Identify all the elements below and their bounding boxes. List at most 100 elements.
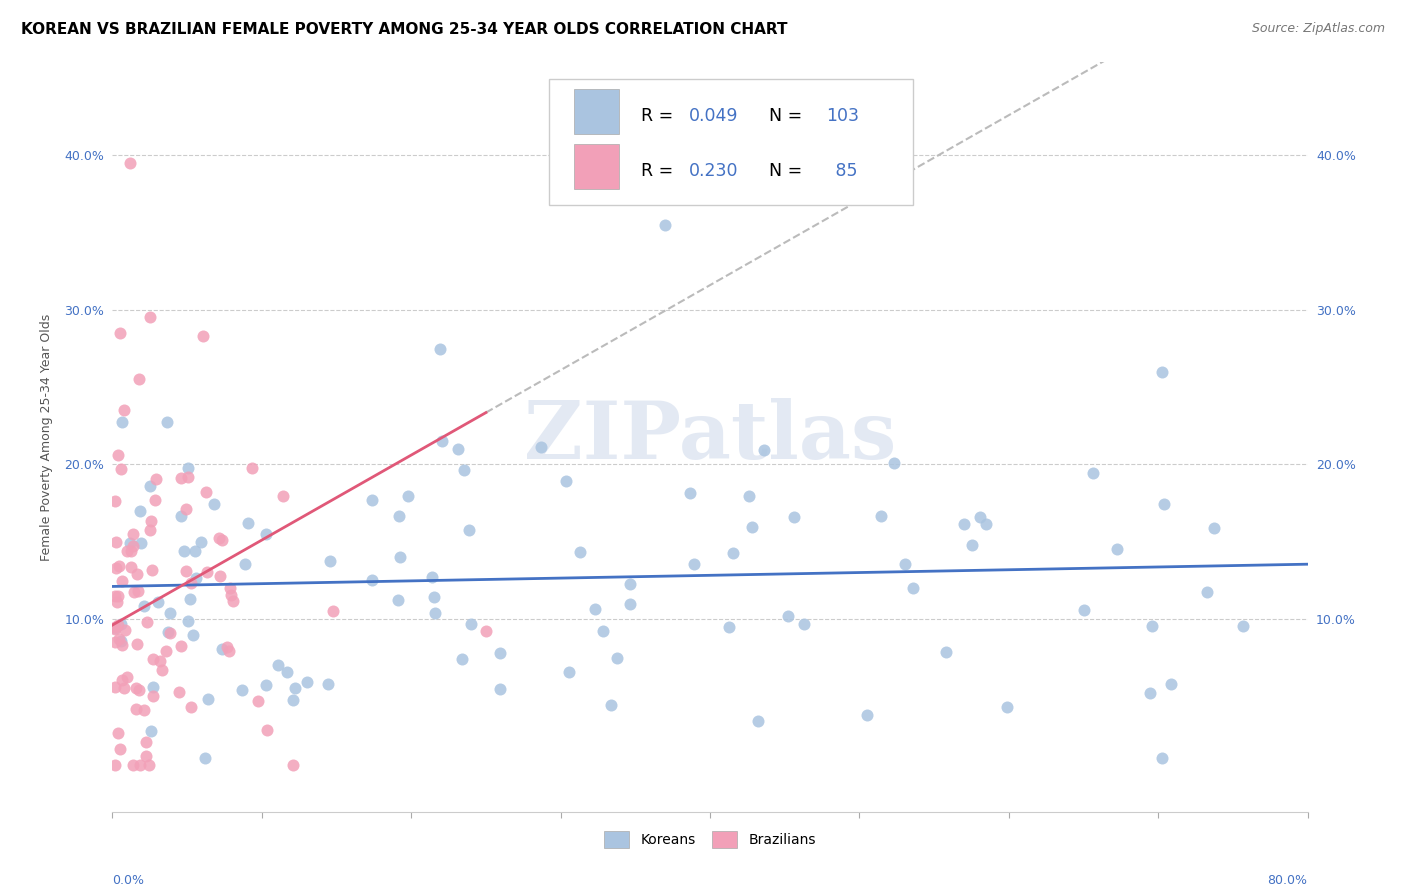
Point (156, 415, 179, 429)
Point (110, 616, 132, 631)
Point (177, 469, 200, 483)
Point (122, 527, 145, 541)
Point (110, 634, 132, 648)
Point (960, 538, 983, 552)
Text: R =: R = (641, 162, 679, 180)
Point (360, 574, 382, 588)
Point (218, 644, 240, 658)
Point (238, 516, 260, 531)
Point (283, 692, 305, 706)
Point (883, 456, 905, 470)
Point (202, 497, 225, 511)
Point (142, 689, 165, 703)
Point (111, 415, 134, 429)
Point (138, 523, 160, 537)
Point (969, 510, 991, 524)
Point (606, 651, 628, 665)
Point (125, 681, 148, 695)
Point (460, 617, 482, 632)
Point (170, 640, 193, 654)
Point (108, 632, 131, 646)
Point (108, 559, 131, 574)
Point (221, 594, 243, 608)
Point (184, 571, 207, 585)
Point (125, 637, 148, 651)
Point (219, 581, 242, 595)
Point (1140, 618, 1163, 632)
Point (170, 508, 193, 523)
Point (557, 665, 579, 679)
Point (104, 758, 127, 772)
Legend: Koreans, Brazilians: Koreans, Brazilians (599, 825, 821, 854)
Point (246, 694, 269, 708)
Point (793, 616, 815, 631)
Point (122, 585, 145, 599)
Point (747, 714, 769, 729)
Point (159, 607, 181, 621)
Point (271, 490, 294, 504)
Text: 0.230: 0.230 (689, 162, 738, 180)
Point (1152, 365, 1174, 379)
Point (254, 527, 277, 541)
Point (114, 623, 136, 637)
Point (1107, 542, 1129, 557)
Point (167, 685, 190, 699)
Point (114, 403, 135, 417)
Point (211, 642, 233, 657)
Point (488, 646, 510, 660)
Point (240, 461, 263, 475)
Point (132, 599, 155, 614)
Point (128, 372, 150, 386)
Point (104, 589, 127, 603)
Point (423, 590, 446, 604)
Point (683, 558, 706, 572)
FancyBboxPatch shape (548, 78, 914, 205)
Point (181, 628, 204, 642)
Point (135, 735, 157, 749)
Point (555, 475, 578, 489)
Point (217, 640, 239, 654)
Text: 0.049: 0.049 (689, 107, 738, 125)
Point (752, 442, 775, 457)
Point (120, 544, 142, 558)
Point (110, 638, 132, 652)
Point (583, 602, 606, 616)
Point (135, 749, 157, 764)
Point (115, 670, 138, 684)
Point (179, 591, 201, 606)
Point (422, 569, 444, 583)
Point (360, 492, 382, 507)
Point (738, 489, 761, 503)
Point (219, 588, 242, 602)
Point (1073, 602, 1095, 616)
Point (901, 581, 924, 595)
Point (208, 531, 231, 545)
Point (120, 156, 142, 170)
Point (894, 557, 917, 571)
Point (174, 502, 197, 516)
Text: R =: R = (641, 107, 679, 125)
Point (128, 683, 150, 698)
Point (112, 681, 135, 695)
Point (776, 608, 799, 623)
Point (104, 535, 127, 549)
Text: Source: ZipAtlas.com: Source: ZipAtlas.com (1251, 22, 1385, 36)
Point (388, 508, 411, 523)
Point (145, 473, 167, 487)
Point (129, 536, 152, 550)
Point (1160, 677, 1182, 691)
Point (295, 674, 318, 689)
Point (450, 652, 472, 666)
Text: 0.0%: 0.0% (112, 873, 145, 887)
Point (177, 614, 200, 628)
Point (267, 658, 290, 673)
Point (231, 682, 253, 697)
Point (146, 595, 169, 609)
Point (619, 577, 641, 591)
Point (110, 462, 132, 476)
Point (1081, 466, 1104, 480)
Point (124, 701, 146, 715)
Text: 85: 85 (830, 162, 858, 180)
Point (104, 622, 127, 636)
Point (284, 681, 307, 696)
